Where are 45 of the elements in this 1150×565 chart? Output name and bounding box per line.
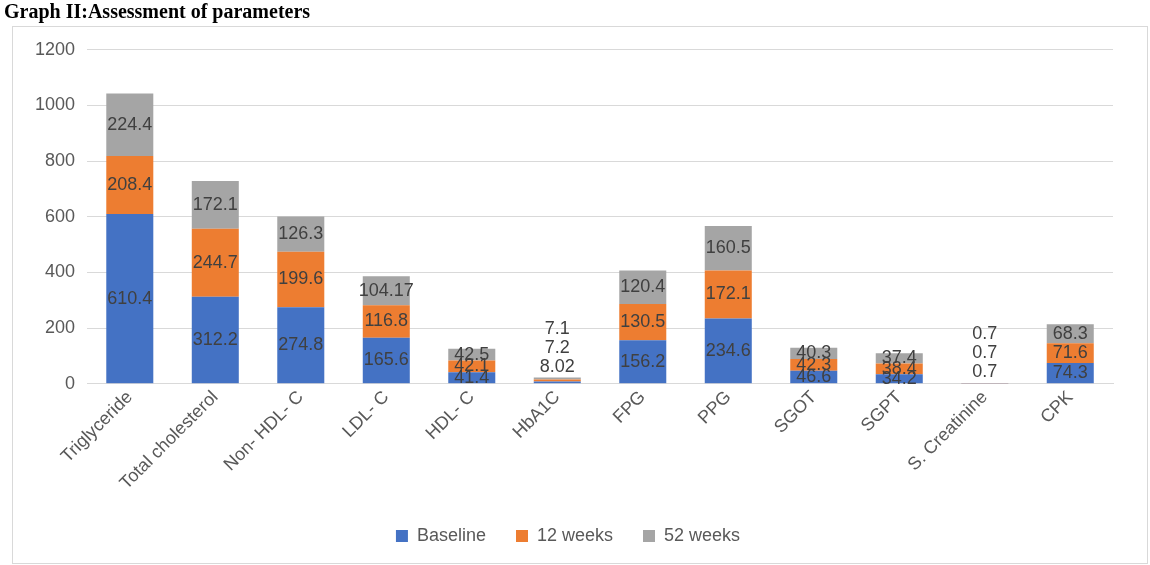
data-label: 71.6 <box>1052 342 1088 363</box>
data-label: 74.3 <box>1052 362 1088 383</box>
bar <box>704 318 752 384</box>
y-tick-label: 600 <box>45 205 76 226</box>
data-label: 130.5 <box>620 311 666 332</box>
x-tick-label: LDL- C <box>338 386 393 442</box>
data-label: 244.7 <box>192 251 238 272</box>
data-label: 208.4 <box>107 173 153 194</box>
data-label: 160.5 <box>705 237 751 258</box>
data-label: 274.8 <box>278 334 324 355</box>
legend-label: 12 weeks <box>536 524 614 545</box>
bar <box>191 228 239 297</box>
data-label: 126.3 <box>278 223 324 244</box>
bar <box>191 296 239 384</box>
data-label: 0.7 <box>972 323 998 344</box>
data-label: 7.2 <box>544 336 570 357</box>
y-tick-label: 1200 <box>35 38 76 59</box>
data-label: 116.8 <box>364 310 409 331</box>
data-label: 312.2 <box>192 329 238 350</box>
data-label: 120.4 <box>620 276 666 297</box>
data-label: 0.7 <box>972 361 998 382</box>
data-label: 0.7 <box>972 342 998 363</box>
y-tick-label: 1000 <box>35 94 76 115</box>
data-label: 172.1 <box>705 283 751 304</box>
bar <box>277 307 325 384</box>
legend-label: Baseline <box>416 524 486 545</box>
bar <box>106 213 154 384</box>
y-tick-label: 400 <box>45 261 76 282</box>
data-label: 610.4 <box>107 287 153 308</box>
data-label: 156.2 <box>620 350 666 371</box>
bar <box>106 93 154 156</box>
data-label: 165.6 <box>363 349 409 370</box>
data-label: 199.6 <box>278 268 324 289</box>
data-label: 224.4 <box>107 113 153 134</box>
y-tick-label: 200 <box>45 317 76 338</box>
bar <box>191 180 239 229</box>
legend-label: 52 weeks <box>664 524 741 545</box>
data-label: 68.3 <box>1052 322 1088 343</box>
data-label: 7.1 <box>544 317 570 338</box>
data-label: 234.6 <box>705 339 751 360</box>
data-label: 8.02 <box>539 355 575 376</box>
y-tick-label: 0 <box>65 372 76 393</box>
y-tick-label: 800 <box>45 150 76 171</box>
data-label: 172.1 <box>192 193 238 214</box>
chart-title: Graph II:Assessment of parameters <box>4 0 311 23</box>
